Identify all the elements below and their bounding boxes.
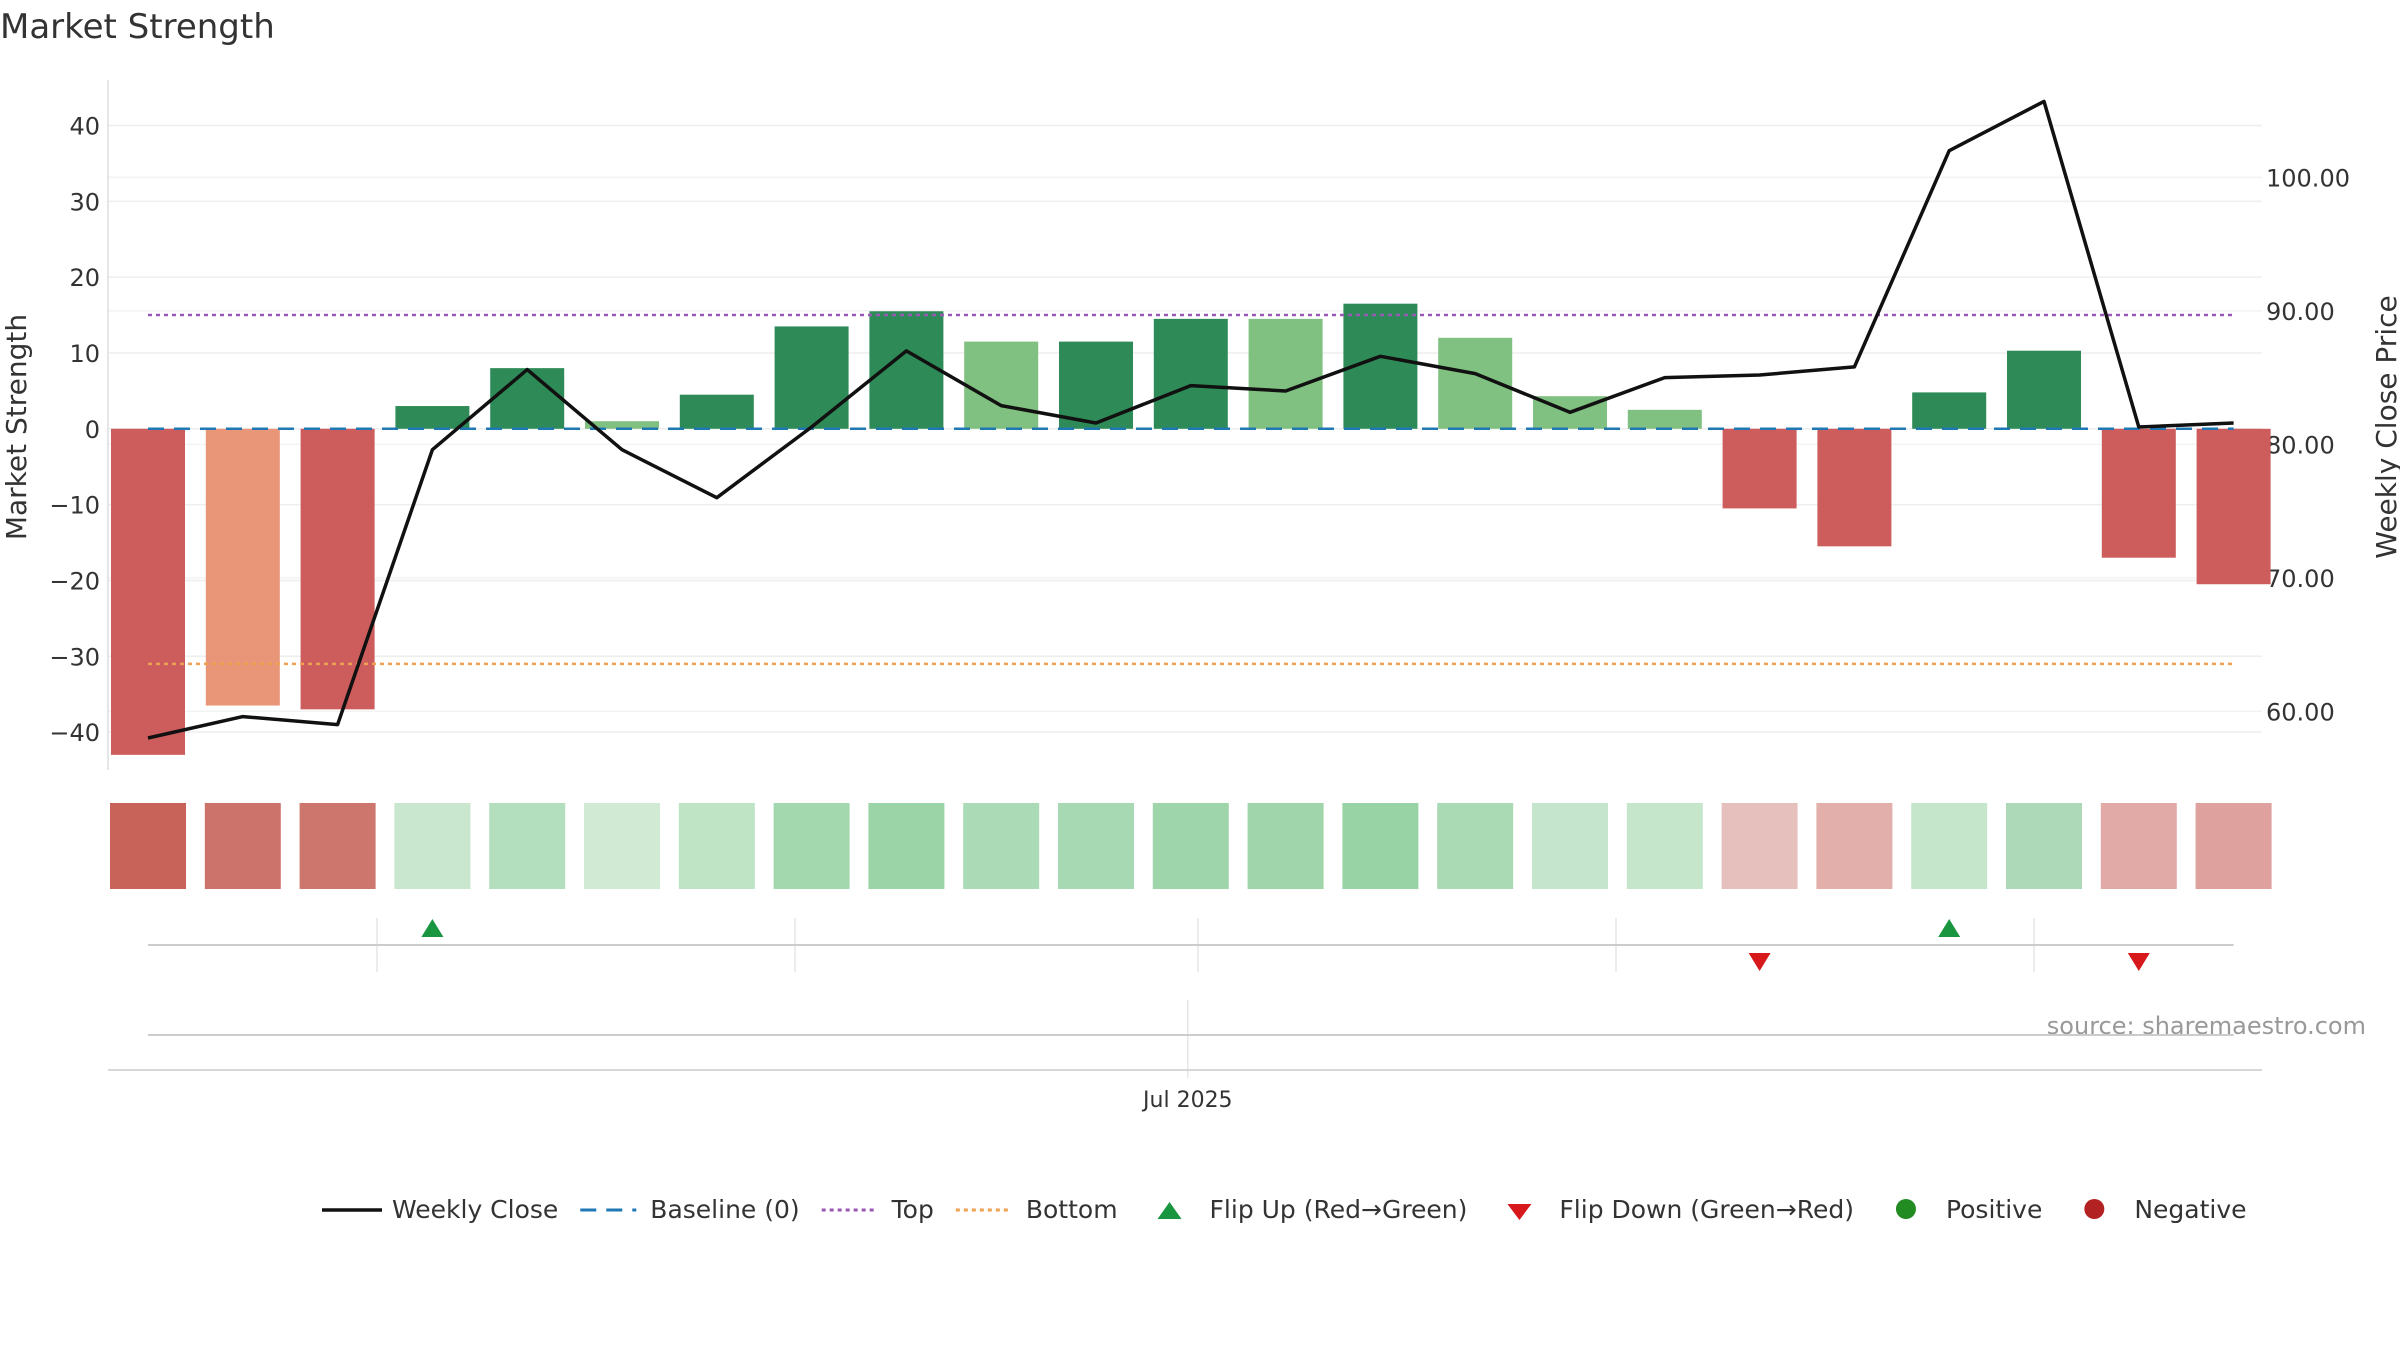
strength-bar <box>585 421 659 429</box>
strength-bar <box>679 394 754 429</box>
y2-tick-label: 100.00 <box>2266 164 2350 192</box>
heat-cell <box>1911 803 1988 889</box>
legend-label: Flip Up (Red→Green) <box>1210 1195 1468 1224</box>
legend-label: Weekly Close <box>392 1195 558 1224</box>
legend-label: Bottom <box>1026 1195 1118 1224</box>
strength-bar <box>1817 428 1892 547</box>
legend-positive-icon <box>1895 1199 1916 1219</box>
weekly-close-series <box>147 99 2234 740</box>
y-tick-label: 30 <box>69 188 100 216</box>
flip-down-marker <box>2127 953 2150 971</box>
legend-label: Positive <box>1946 1195 2042 1224</box>
legend-item: Negative <box>2084 1195 2247 1224</box>
heat-cell <box>1816 803 1893 889</box>
strength-bar <box>2101 428 2176 558</box>
heat-cell <box>1247 803 1324 889</box>
heat-cell <box>2195 803 2272 889</box>
heat-cell <box>2006 803 2082 889</box>
heat-cell <box>204 803 281 889</box>
y-axis-label: Market Strength <box>0 314 33 540</box>
strength-bar <box>2196 428 2271 585</box>
legend-item: Top <box>821 1195 934 1224</box>
heat-cell <box>299 803 376 889</box>
legend-label: Top <box>891 1195 934 1224</box>
strength-bars <box>111 303 2271 755</box>
strength-bar <box>1722 428 1797 509</box>
y2-tick-label: 80.00 <box>2266 431 2335 459</box>
weekly-close-line <box>147 99 2234 740</box>
y-tick-label: −30 <box>49 643 100 671</box>
heat-cell <box>963 803 1040 889</box>
strength-bar <box>1059 341 1133 429</box>
strength-bar <box>490 368 565 429</box>
legend-item: Flip Up (Red→Green) <box>1157 1195 1468 1224</box>
heat-cell <box>868 803 945 889</box>
heat-cell <box>678 803 755 889</box>
y-axis: −40 −30 −20 −10 0 10 20 30 40 <box>49 112 100 747</box>
gridlines <box>107 80 2262 770</box>
legend-label: Negative <box>2134 1195 2246 1224</box>
heat-cell <box>1532 803 1608 889</box>
strength-bar <box>111 428 185 755</box>
heat-cell <box>1721 803 1798 889</box>
heat-cell <box>489 803 566 889</box>
strength-bar <box>2007 350 2081 429</box>
strength-bar <box>1627 409 1702 429</box>
heat-cell <box>773 803 850 889</box>
heat-cell <box>1626 803 1703 889</box>
flip-down-marker <box>1748 953 1771 971</box>
heat-cell <box>1342 803 1419 889</box>
reference-lines <box>148 313 2234 666</box>
y2-tick-label: 60.00 <box>2266 698 2335 726</box>
legend-item: Flip Down (Green→Red) <box>1507 1195 1854 1224</box>
legend: Weekly Close Baseline (0) Top Bottom Flip Up… <box>322 1195 2247 1224</box>
strength-bar <box>1912 392 1987 429</box>
strength-bar <box>300 428 375 710</box>
x-axis: Jul 2025 <box>108 1000 2262 1113</box>
flip-up-marker <box>421 919 444 937</box>
flip-signal-panel <box>148 918 2234 972</box>
y-tick-label: 20 <box>69 264 100 292</box>
strength-bar <box>395 406 470 429</box>
y2-tick-label: 90.00 <box>2266 298 2335 326</box>
legend-negative-icon <box>2084 1199 2105 1219</box>
y-tick-label: −40 <box>49 719 100 747</box>
y-tick-label: −20 <box>49 567 100 595</box>
x-tick-label: Jul 2025 <box>1141 1088 1233 1113</box>
strength-bar <box>205 428 280 706</box>
heat-cell <box>2100 803 2177 889</box>
heat-cell <box>1058 803 1134 889</box>
legend-item: Baseline (0) <box>580 1195 800 1224</box>
heat-cell <box>584 803 660 889</box>
y-tick-label: 40 <box>69 112 100 140</box>
y-tick-label: 10 <box>69 340 100 368</box>
y-tick-label: −10 <box>49 492 100 520</box>
chart-title: Market Strength <box>0 7 275 47</box>
strength-heat-strip <box>110 803 2272 889</box>
heat-cell <box>1437 803 1514 889</box>
y2-tick-label: 70.00 <box>2266 565 2335 593</box>
legend-flip-up-icon <box>1157 1202 1182 1219</box>
legend-item: Positive <box>1895 1195 2042 1224</box>
strength-bar <box>964 341 1039 429</box>
legend-item: Weekly Close <box>322 1195 558 1224</box>
heat-cell <box>1152 803 1229 889</box>
y-tick-label: 0 <box>85 416 100 444</box>
heat-cell <box>110 803 186 889</box>
strength-bar <box>774 326 849 429</box>
legend-label: Baseline (0) <box>650 1195 799 1224</box>
flip-up-marker <box>1938 919 1961 937</box>
y2-axis-label: Weekly Close Price <box>2370 295 2400 558</box>
y2-axis: 60.00 70.00 80.00 90.00 100.00 <box>2266 164 2350 726</box>
strength-bar <box>1248 318 1323 429</box>
legend-label: Flip Down (Green→Red) <box>1559 1195 1854 1224</box>
heat-cell <box>394 803 471 889</box>
legend-item: Bottom <box>955 1195 1118 1224</box>
strength-bar <box>1153 318 1228 429</box>
legend-flip-down-icon <box>1507 1204 1532 1220</box>
